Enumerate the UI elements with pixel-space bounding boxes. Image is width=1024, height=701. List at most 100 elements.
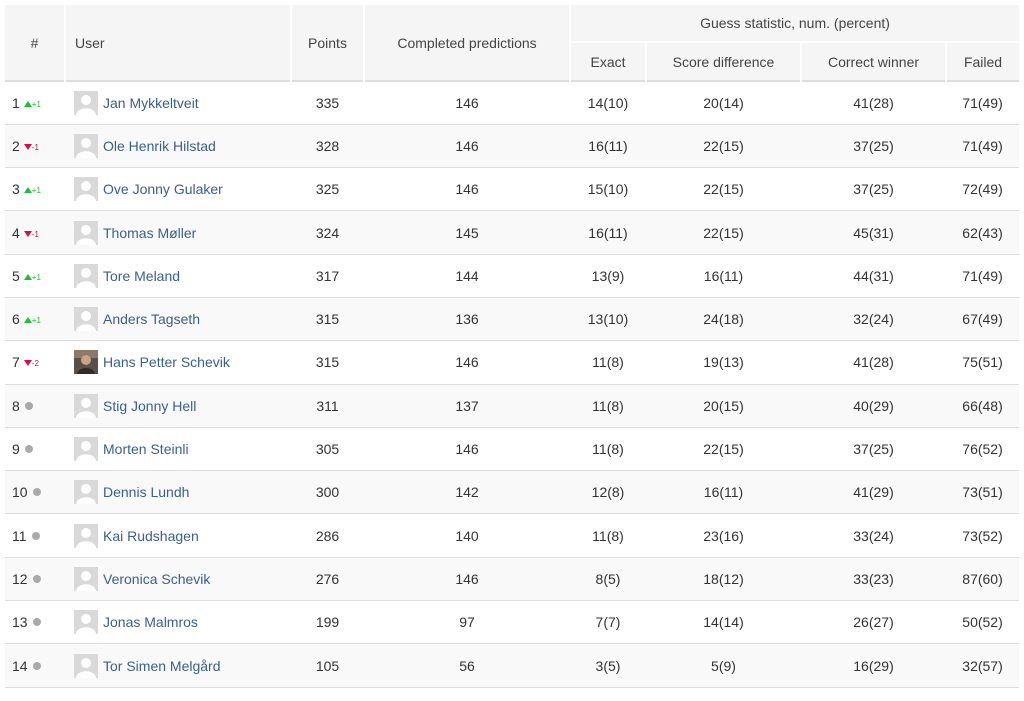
header-failed[interactable]: Failed — [946, 41, 1020, 81]
user-name-link[interactable]: Tore Meland — [103, 267, 181, 284]
rank-number: 4 — [12, 224, 20, 241]
score-difference-cell: 22(15) — [703, 181, 744, 198]
trend-up-icon — [23, 273, 32, 280]
completed-cell: 146 — [455, 441, 479, 458]
rank-cell: 3 +1 — [5, 168, 65, 211]
avatar[interactable] — [74, 610, 98, 635]
no-change-dot-icon — [32, 488, 41, 497]
user-cell: Jonas Malmros — [65, 601, 291, 644]
rank-cell: 5 +1 — [5, 254, 65, 297]
user-cell: Tor Simen Melgård — [65, 644, 291, 687]
correct-winner-cell: 44(31) — [853, 267, 894, 284]
score-difference-cell: 24(18) — [703, 311, 744, 328]
points-cell: 199 — [315, 614, 340, 631]
avatar[interactable] — [74, 133, 98, 158]
header-score-difference[interactable]: Score difference — [646, 41, 802, 81]
rank-cell: 6 +1 — [5, 297, 65, 340]
header-rank[interactable]: # — [5, 5, 66, 81]
header-exact[interactable]: Exact — [570, 41, 647, 81]
user-name-link[interactable]: Ole Henrik Hilstad — [103, 137, 216, 154]
avatar[interactable] — [74, 220, 98, 245]
table-row: 7 -2 Hans Petter Schevik 315 146 11(8) 19(13) 4… — [5, 341, 1020, 385]
correct-winner-cell: 41(29) — [853, 484, 894, 501]
user-name-link[interactable]: Anders Tagseth — [103, 311, 201, 328]
avatar[interactable] — [74, 653, 98, 678]
avatar[interactable] — [74, 177, 98, 202]
trend-up-icon — [23, 317, 32, 324]
user-name-link[interactable]: Tor Simen Melgård — [103, 657, 221, 674]
user-name-link[interactable]: Hans Petter Schevik — [103, 354, 230, 371]
completed-cell: 144 — [455, 267, 479, 284]
avatar[interactable] — [74, 393, 98, 418]
rank-cell: 11 — [5, 514, 65, 557]
points-cell: 311 — [316, 397, 339, 414]
user-name-link[interactable]: Veronica Schevik — [103, 570, 211, 587]
points-cell: 276 — [315, 570, 340, 587]
exact-cell: 11(8) — [592, 527, 624, 544]
completed-cell: 137 — [455, 397, 479, 414]
no-change-dot-icon — [24, 401, 33, 410]
header-points[interactable]: Points — [291, 5, 365, 81]
completed-cell: 136 — [455, 311, 479, 328]
user-cell: Anders Tagseth — [65, 297, 291, 340]
user-name-link[interactable]: Morten Steinli — [103, 441, 189, 458]
avatar[interactable] — [74, 350, 98, 375]
rank-change: -1 — [31, 229, 39, 239]
table-row: 2 -1 Ole Henrik Hilstad 328 146 16(11) 22(15) 3… — [5, 124, 1020, 168]
failed-cell: 76(52) — [962, 441, 1003, 458]
score-difference-cell: 23(16) — [703, 527, 744, 544]
exact-cell: 13(10) — [587, 311, 629, 328]
user-name-link[interactable]: Jan Mykkeltveit — [103, 94, 199, 111]
header-correct-winner[interactable]: Correct winner — [801, 41, 947, 81]
correct-winner-cell: 16(29) — [853, 657, 894, 674]
user-name-link[interactable]: Kai Rudshagen — [103, 527, 199, 544]
user-name-link[interactable]: Thomas Møller — [103, 224, 197, 241]
header-user[interactable]: User — [65, 5, 292, 81]
avatar[interactable] — [74, 566, 98, 591]
points-cell: 286 — [315, 527, 340, 544]
table-row: 5 +1 Tore Meland 317 144 13(9) 16(11) 44(31) 71(… — [5, 254, 1020, 298]
avatar[interactable] — [74, 437, 98, 462]
score-difference-cell: 22(15) — [703, 224, 744, 241]
rank-number: 7 — [12, 354, 20, 371]
exact-cell: 12(8) — [591, 484, 625, 501]
points-cell: 315 — [315, 354, 340, 371]
failed-cell: 50(52) — [962, 614, 1003, 631]
avatar[interactable] — [74, 307, 98, 332]
rank-number: 5 — [12, 267, 20, 284]
exact-cell: 11(8) — [592, 354, 624, 371]
rank-cell: 12 — [5, 557, 65, 600]
user-name-link[interactable]: Dennis Lundh — [103, 484, 190, 501]
header-completed-predictions[interactable]: Completed predictions — [364, 5, 571, 81]
avatar[interactable] — [74, 263, 98, 288]
failed-cell: 87(60) — [962, 570, 1003, 587]
exact-cell: 16(11) — [588, 137, 628, 154]
completed-cell: 146 — [455, 570, 479, 587]
failed-cell: 73(52) — [962, 527, 1003, 544]
table-row: 8 Stig Jonny Hell 311 137 11(8) 20(15) 40(29) 6… — [5, 384, 1020, 428]
avatar[interactable] — [74, 480, 98, 505]
rank-cell: 9 — [5, 427, 65, 470]
completed-cell: 142 — [455, 484, 479, 501]
exact-cell: 15(10) — [587, 181, 629, 198]
trend-up-icon — [23, 187, 32, 194]
points-cell: 328 — [315, 137, 340, 154]
user-name-link[interactable]: Jonas Malmros — [103, 614, 198, 631]
exact-cell: 16(11) — [588, 224, 628, 241]
table-row: 14 Tor Simen Melgård 105 56 3(5) 5(9) 16(29) 32… — [5, 643, 1020, 688]
rank-change: +1 — [31, 186, 41, 196]
rank-number: 2 — [12, 137, 20, 154]
user-name-link[interactable]: Stig Jonny Hell — [103, 397, 197, 414]
failed-cell: 73(51) — [962, 484, 1003, 501]
avatar[interactable] — [74, 90, 98, 115]
exact-cell: 3(5) — [595, 657, 621, 674]
user-name-link[interactable]: Ove Jonny Gulaker — [103, 181, 223, 198]
completed-cell: 146 — [455, 181, 479, 198]
failed-cell: 71(49) — [962, 137, 1003, 154]
score-difference-cell: 5(9) — [711, 657, 736, 674]
table-header: # User Points Completed predictions Gues… — [5, 5, 1020, 81]
failed-cell: 72(49) — [962, 181, 1003, 198]
rank-number: 12 — [12, 570, 28, 587]
completed-cell: 146 — [455, 354, 479, 371]
avatar[interactable] — [74, 523, 98, 548]
